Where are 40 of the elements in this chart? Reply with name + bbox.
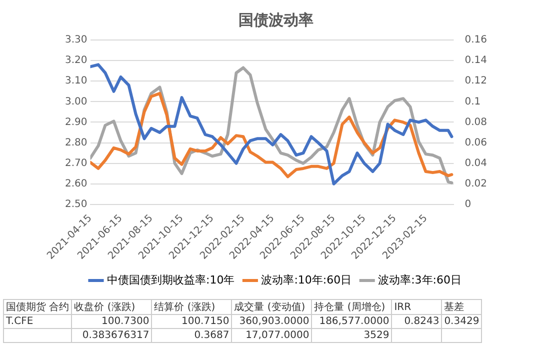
text: 0.3687: [152, 328, 232, 342]
text: 17,077.0000: [232, 328, 312, 342]
y-tick-label: 2.50: [65, 199, 88, 210]
y-tick-label: 3.00: [65, 96, 88, 108]
text: 持仓量 (周增仓): [312, 300, 392, 314]
y2-tick-label: 0.16: [464, 34, 487, 46]
y2-tick-label: 0.1: [464, 96, 481, 108]
y-tick-label: 3.30: [65, 34, 88, 46]
y-tick-label: 3.20: [65, 55, 88, 66]
y2-tick-label: 0.08: [464, 116, 487, 128]
text: 186,577.0000: [312, 314, 392, 328]
y-tick-label: 2.60: [65, 178, 88, 190]
y2-tick-label: 0.06: [464, 137, 487, 148]
y2-tick-label: 0.14: [464, 55, 487, 66]
text: 结算价 (涨跌): [152, 300, 232, 314]
text: 成交量 (变动值): [232, 300, 312, 314]
y2-tick-label: 0.04: [464, 158, 487, 169]
text: 0.383676317: [72, 328, 152, 342]
text: 0.8243: [392, 314, 442, 328]
chart-title: 国债波动率: [238, 10, 314, 29]
text: 0.3429: [442, 314, 482, 328]
text: 360,903.0000: [232, 314, 312, 328]
y2-tick-label: 0: [464, 199, 472, 210]
text: IRR: [392, 300, 442, 314]
legend-label: 中债国债到期收益率:10年: [106, 273, 235, 286]
legend-label: 波动率:3年:60日: [378, 273, 462, 286]
y-tick-label: 2.70: [65, 158, 88, 169]
y-tick-label: 2.80: [65, 137, 88, 148]
text: 国债期货 合约: [4, 300, 72, 314]
y-tick-label: 3.10: [65, 76, 88, 87]
text: 100.7150: [152, 314, 232, 328]
y2-tick-label: 0.02: [464, 178, 487, 190]
legend-label: 波动率:10年:60日: [261, 273, 352, 286]
text: 基差: [442, 300, 482, 314]
y-tick-label: 2.90: [65, 116, 88, 128]
text: 3529: [312, 328, 392, 342]
text: 收盘价 (涨跌): [72, 300, 152, 314]
text: 100.7300: [72, 314, 152, 328]
y2-tick-label: 0.12: [464, 76, 487, 87]
text: T.CFE: [4, 314, 72, 328]
